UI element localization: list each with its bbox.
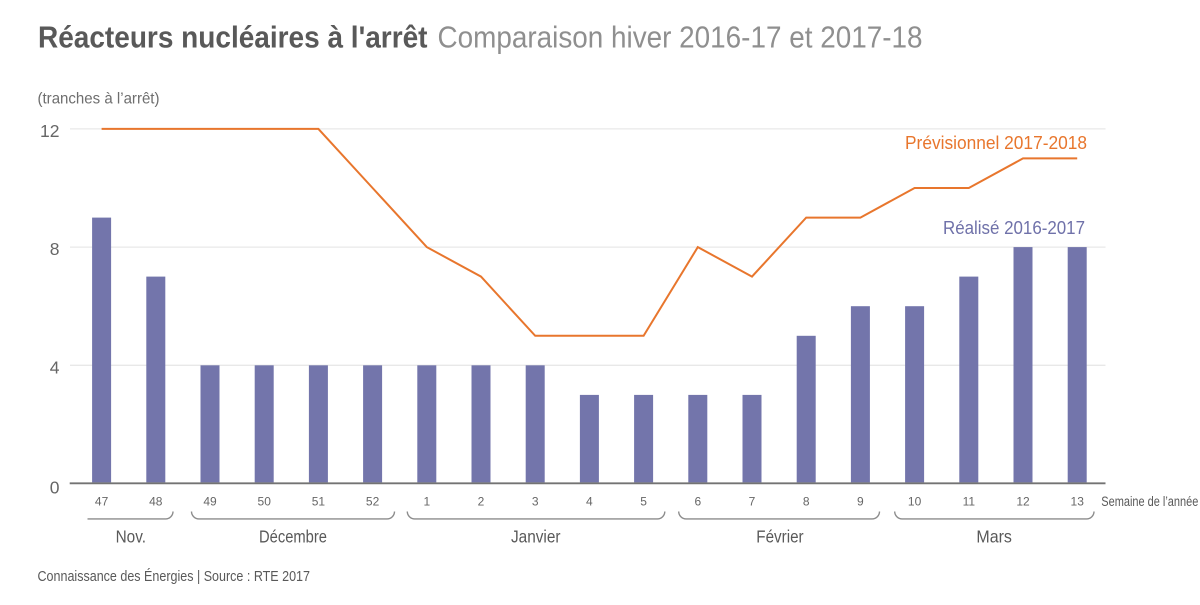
- svg-text:5: 5: [640, 495, 647, 509]
- svg-text:Décembre: Décembre: [259, 526, 327, 546]
- svg-text:Prévisionnel 2017-2018: Prévisionnel 2017-2018: [905, 132, 1087, 153]
- svg-text:(tranches à l’arrêt): (tranches à l’arrêt): [38, 91, 160, 108]
- svg-text:Mars: Mars: [976, 526, 1012, 546]
- svg-text:Semaine de l’année: Semaine de l’année: [1101, 494, 1198, 509]
- svg-text:Connaissance des Énergies | So: Connaissance des Énergies | Source : RTE…: [38, 568, 311, 585]
- svg-text:Février: Février: [756, 526, 803, 546]
- svg-text:3: 3: [532, 495, 539, 509]
- svg-text:49: 49: [203, 495, 217, 509]
- svg-text:7: 7: [749, 495, 756, 509]
- svg-text:52: 52: [366, 495, 380, 509]
- svg-text:48: 48: [149, 495, 163, 509]
- svg-text:1: 1: [423, 495, 430, 509]
- svg-text:4: 4: [586, 495, 593, 509]
- svg-text:Janvier: Janvier: [511, 526, 561, 546]
- svg-text:13: 13: [1071, 495, 1085, 509]
- svg-text:Réacteurs nucléaires à l'arrêt: Réacteurs nucléaires à l'arrêt Comparaiso…: [38, 20, 923, 55]
- svg-text:12: 12: [40, 121, 59, 141]
- svg-text:Nov.: Nov.: [116, 526, 146, 546]
- svg-text:11: 11: [963, 495, 976, 509]
- svg-text:47: 47: [95, 495, 109, 509]
- svg-text:9: 9: [857, 495, 864, 509]
- svg-text:2: 2: [478, 495, 485, 509]
- svg-text:50: 50: [258, 495, 272, 509]
- svg-text:10: 10: [908, 495, 922, 509]
- svg-text:4: 4: [50, 357, 60, 377]
- svg-text:8: 8: [50, 239, 60, 259]
- svg-text:8: 8: [803, 495, 810, 509]
- svg-text:6: 6: [694, 495, 701, 509]
- svg-text:51: 51: [312, 495, 326, 509]
- svg-text:Réalisé 2016-2017: Réalisé 2016-2017: [943, 217, 1085, 238]
- svg-text:0: 0: [50, 478, 60, 498]
- svg-text:12: 12: [1016, 495, 1030, 509]
